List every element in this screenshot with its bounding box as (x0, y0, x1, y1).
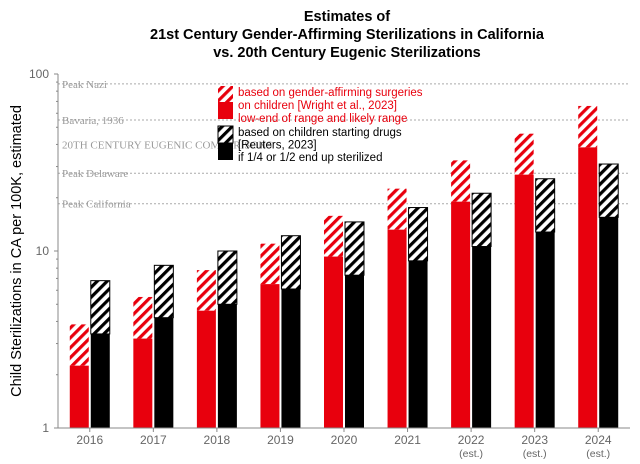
legend-swatch-red-solid (218, 102, 233, 119)
x-tick-sublabel: (est.) (459, 448, 483, 460)
bars (69, 105, 619, 428)
y-axis-label: Child Sterilizations in CA per 100K, est… (9, 105, 25, 397)
legend-red-text: on children [Wright et al., 2023] (238, 100, 397, 112)
bar-black-hatched (90, 280, 111, 335)
bar-black-hatched (344, 221, 365, 276)
reference-line-label: Bavaria, 1936 (62, 115, 124, 127)
legend-black-text: [Reuters, 2023] (238, 140, 317, 152)
bar-black-hatched (408, 207, 429, 262)
x-tick-label: 2021 (394, 433, 421, 447)
bar-black-solid (599, 217, 619, 428)
y-tick-label: 10 (36, 244, 50, 258)
x-tick-label: 2024 (585, 433, 612, 447)
bar-red-solid (260, 284, 280, 428)
legend-swatch-black-solid (218, 143, 233, 160)
bar-black-solid (408, 260, 428, 428)
x-tick-label: 2023 (521, 433, 548, 447)
legend-black-text: if 1/4 or 1/2 end up sterilized (238, 152, 382, 164)
reference-line-label: Peak Delaware (62, 168, 128, 180)
x-tick-label: 2022 (458, 433, 485, 447)
x-tick-label: 2019 (267, 433, 294, 447)
x-tick-sublabel: (est.) (523, 448, 547, 460)
reference-line-label: Peak Nazi (62, 79, 107, 91)
legend-swatch-red-hatched (218, 86, 233, 102)
bar-red-hatched (196, 270, 216, 311)
bar-black-solid (472, 246, 492, 428)
reference-line-label: Peak California (62, 199, 131, 211)
x-tick-label: 2017 (140, 433, 167, 447)
legend-swatch-black-hatched (217, 125, 234, 144)
bar-red-hatched (578, 105, 598, 148)
bar-red-hatched (260, 243, 280, 285)
bar-red-solid (451, 201, 471, 428)
y-tick-label: 1 (42, 421, 49, 435)
bar-red-solid (324, 256, 343, 428)
bar-black-solid (535, 232, 555, 428)
chart-title-line-2: 21st Century Gender-Affirming Sterilizat… (150, 27, 545, 43)
bar-red-solid (133, 338, 153, 428)
bar-red-hatched (69, 324, 89, 366)
y-tick-label: 100 (29, 67, 49, 81)
chart-title-line-1: Estimates of (304, 9, 390, 25)
x-tick-label: 2020 (331, 433, 358, 447)
bar-black-hatched (217, 250, 238, 305)
bar-red-hatched (387, 188, 407, 230)
chart-title: Estimates of 21st Century Gender-Affirmi… (150, 9, 545, 61)
bar-red-hatched (324, 215, 343, 257)
x-tick-sublabel: (est.) (586, 448, 610, 460)
bar-red-solid (387, 229, 407, 428)
bar-black-solid (281, 288, 301, 428)
chart-title-line-3: vs. 20th Century Eugenic Sterilizations (213, 45, 481, 61)
bar-black-hatched (471, 192, 492, 248)
bar-black-hatched (280, 235, 301, 290)
legend-black-text: based on children starting drugs (238, 127, 402, 139)
bar-black-solid (154, 317, 174, 428)
bar-red-hatched (451, 160, 471, 202)
bar-black-solid (345, 275, 364, 428)
bar-red-solid (514, 174, 534, 428)
bar-black-solid (217, 304, 237, 428)
bar-red-hatched (133, 296, 153, 339)
bar-black-hatched (153, 264, 174, 319)
bar-red-solid (578, 147, 598, 428)
legend-red-text: low-end of range and likely range (238, 113, 407, 125)
x-tick-label: 2016 (76, 433, 103, 447)
bar-black-hatched (535, 178, 556, 233)
bar-black-solid (90, 333, 110, 428)
legend-red-text: based on gender-affirming surgeries (238, 87, 423, 99)
x-tick-label: 2018 (204, 433, 231, 447)
bar-black-hatched (598, 163, 619, 218)
bar-red-hatched (514, 133, 534, 175)
bar-red-solid (69, 365, 89, 428)
bar-red-solid (196, 310, 216, 428)
